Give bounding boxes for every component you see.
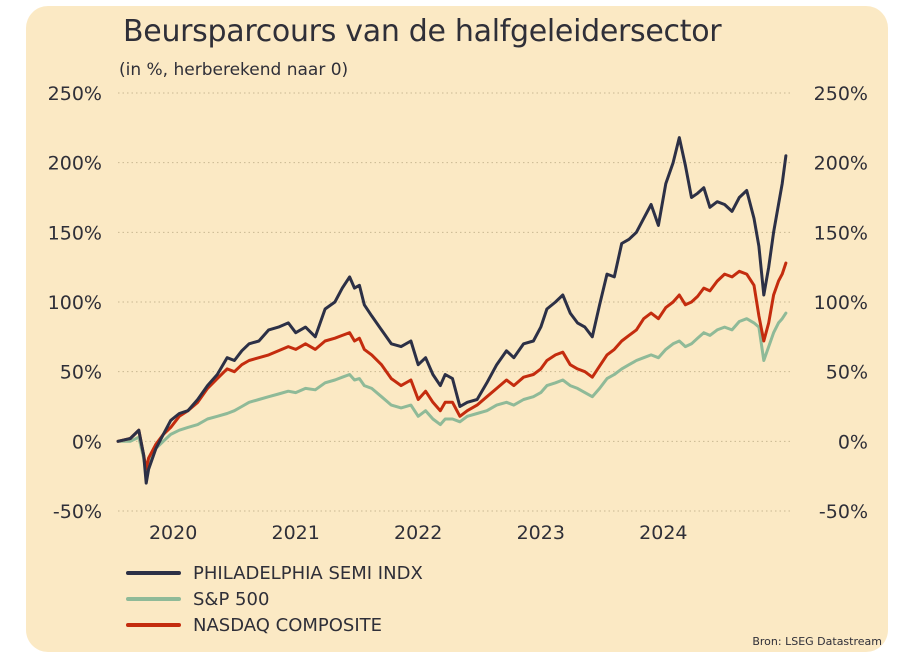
y-tick-label-left: 150%: [48, 222, 102, 244]
x-tick-label: 2021: [272, 522, 320, 544]
chart-subtitle: (in %, herberekend naar 0): [119, 60, 349, 80]
legend-swatch-sox: [126, 571, 181, 575]
y-tick-label-left: 200%: [48, 153, 102, 175]
series-lines: [116, 136, 788, 485]
source-note: Bron: LSEG Datastream: [752, 635, 882, 648]
y-tick-label-right: 150%: [814, 222, 868, 244]
y-tick-label-right: 200%: [814, 153, 868, 175]
y-tick-label-left: 0%: [72, 431, 102, 453]
legend-item-sp500: S&P 500: [126, 586, 423, 612]
y-tick-label-right: -50%: [819, 501, 868, 523]
x-tick-label: 2024: [639, 522, 687, 544]
chart-card: Beursparcours van de halfgeleidersector …: [26, 6, 888, 652]
y-tick-label-left: 100%: [48, 292, 102, 314]
series-line-2: [116, 261, 788, 471]
series-line-0: [116, 136, 788, 485]
x-tick-label: 2023: [517, 522, 565, 544]
x-tick-label: 2022: [394, 522, 442, 544]
legend-label-sox: PHILADELPHIA SEMI INDX: [193, 562, 423, 584]
y-axis-right: -50% 0% 50% 100% 150% 200% 250%: [814, 83, 868, 523]
y-tick-label-right: 250%: [814, 83, 868, 105]
y-tick-label-right: 0%: [838, 431, 868, 453]
legend: PHILADELPHIA SEMI INDX S&P 500 NASDAQ CO…: [126, 560, 423, 638]
legend-item-nasdaq: NASDAQ COMPOSITE: [126, 612, 423, 638]
legend-swatch-sp500: [126, 597, 181, 601]
legend-label-nasdaq: NASDAQ COMPOSITE: [193, 614, 383, 636]
x-tick-label: 2020: [149, 522, 197, 544]
line-chart: -50% 0% 50% 100% 150% 200% 250% -50% 0% 50% 100% 1…: [48, 83, 868, 544]
y-tick-label-left: -50%: [53, 501, 102, 523]
series-line-1: [116, 311, 788, 474]
x-axis: 2020 2021 2022 2023 2024: [149, 522, 688, 544]
legend-label-sp500: S&P 500: [193, 588, 270, 610]
chart-title: Beursparcours van de halfgeleidersector: [123, 14, 722, 49]
y-tick-label-left: 50%: [60, 362, 102, 384]
y-tick-label-right: 100%: [814, 292, 868, 314]
y-axis-left: -50% 0% 50% 100% 150% 200% 250%: [48, 83, 102, 523]
y-tick-label-left: 250%: [48, 83, 102, 105]
legend-item-sox: PHILADELPHIA SEMI INDX: [126, 560, 423, 586]
y-tick-label-right: 50%: [826, 362, 868, 384]
legend-swatch-nasdaq: [126, 623, 181, 627]
